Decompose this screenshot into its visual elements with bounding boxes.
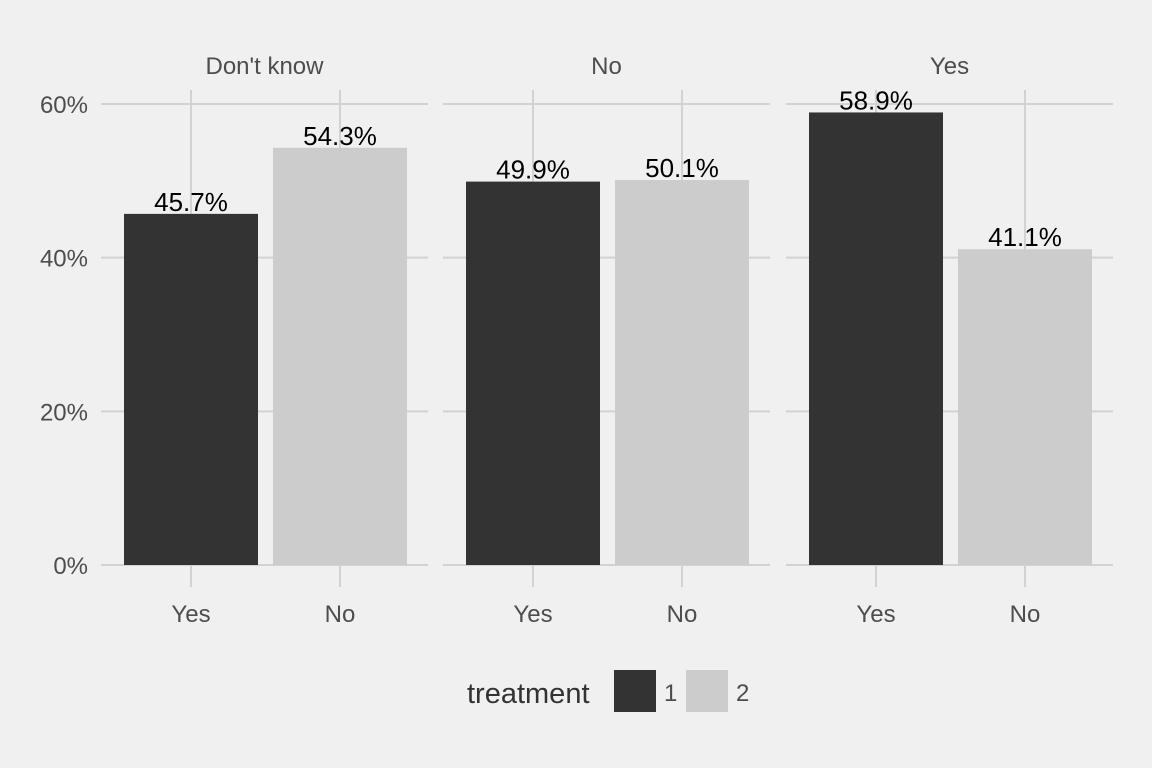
y-tick-label: 20% [40,399,88,426]
x-tick-label: No [325,601,356,628]
legend-title: treatment [467,678,590,710]
data-label: 58.9% [839,85,913,115]
bar [466,181,600,565]
legend-key-label: 2 [736,680,749,707]
bar [273,147,407,566]
y-tick-label: 40% [40,246,88,273]
x-tick-label: No [1010,601,1041,628]
data-label: 54.3% [303,121,377,151]
facet-strip-label: Don't know [206,53,325,80]
bar [124,213,258,565]
legend-key-label: 1 [664,680,677,707]
bar [615,180,749,565]
data-label: 49.9% [496,155,570,185]
x-tick-label: Yes [513,601,552,628]
data-label: 45.7% [154,187,228,217]
legend-key-swatch [686,670,728,712]
y-tick-label: 0% [53,553,88,580]
data-label: 41.1% [988,222,1062,252]
x-tick-label: No [667,601,698,628]
facet-strip-label: Yes [930,53,969,80]
data-label: 50.1% [645,153,719,183]
x-tick-label: Yes [171,601,210,628]
x-tick-label: Yes [856,601,895,628]
facet-strip-label: No [591,53,622,80]
legend-key-swatch [614,670,656,712]
bar [958,249,1092,565]
y-tick-label: 60% [40,92,88,119]
bar [809,112,943,566]
legend: treatment 1 2 [467,670,749,712]
